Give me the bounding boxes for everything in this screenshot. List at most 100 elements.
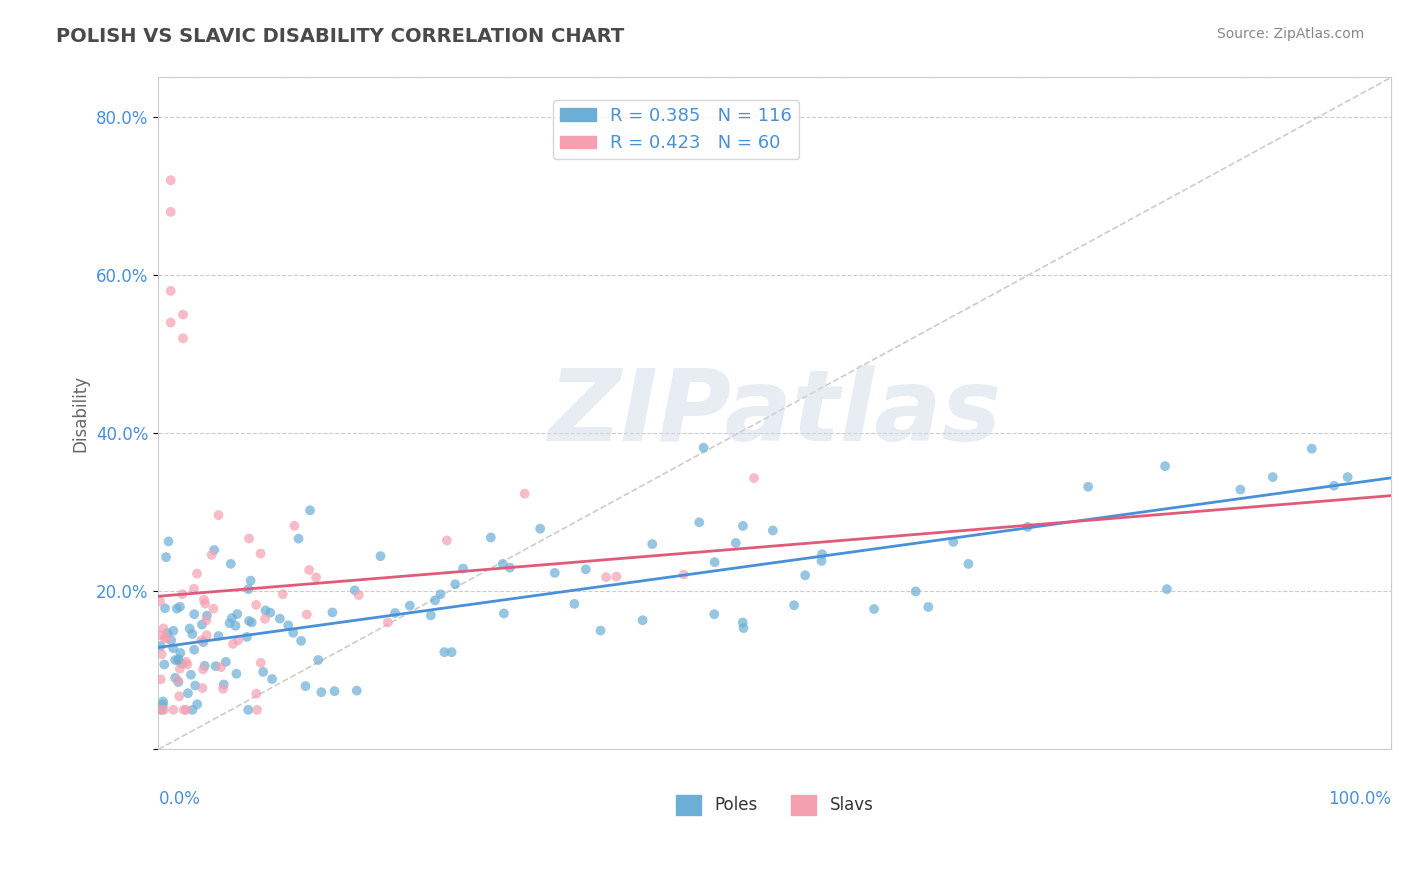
- Point: [1229, 483, 1251, 497]
- Point: [179, 622, 201, 636]
- Point: [499, 560, 522, 574]
- Point: [169, 599, 191, 614]
- Point: [181, 627, 204, 641]
- Point: [724, 536, 747, 550]
- Point: [240, 615, 263, 630]
- Point: [277, 618, 299, 632]
- Point: [1261, 470, 1284, 484]
- Point: [451, 561, 474, 575]
- Point: [222, 637, 245, 651]
- Point: [149, 639, 172, 653]
- Point: [731, 519, 754, 533]
- Point: [305, 570, 328, 584]
- Point: [219, 557, 242, 571]
- Point: [165, 653, 187, 667]
- Point: [186, 698, 208, 712]
- Point: [149, 673, 172, 687]
- Point: [167, 675, 190, 690]
- Point: [249, 547, 271, 561]
- Point: [172, 587, 194, 601]
- Point: [162, 641, 184, 656]
- Point: [731, 615, 754, 630]
- Point: [262, 672, 284, 686]
- Point: [703, 555, 725, 569]
- Point: [156, 626, 179, 640]
- Point: [155, 550, 177, 565]
- Point: [167, 690, 190, 704]
- Point: [191, 681, 214, 695]
- Point: [252, 665, 274, 679]
- Point: [246, 703, 269, 717]
- Point: [299, 503, 322, 517]
- Point: [295, 607, 318, 622]
- Text: Source: ZipAtlas.com: Source: ZipAtlas.com: [1216, 27, 1364, 41]
- Point: [173, 703, 195, 717]
- Point: [742, 471, 765, 485]
- Point: [152, 694, 174, 708]
- Point: [156, 632, 179, 646]
- Point: [811, 547, 834, 561]
- Point: [162, 703, 184, 717]
- Y-axis label: Disability: Disability: [72, 375, 89, 452]
- Point: [170, 657, 193, 671]
- Point: [193, 662, 215, 676]
- Point: [207, 508, 229, 522]
- Point: [159, 173, 181, 187]
- Point: [904, 584, 927, 599]
- Point: [167, 652, 190, 666]
- Point: [492, 607, 515, 621]
- Point: [863, 602, 886, 616]
- Point: [172, 331, 194, 345]
- Legend: Poles, Slavs: Poles, Slavs: [669, 788, 880, 822]
- Point: [575, 562, 598, 576]
- Point: [433, 645, 456, 659]
- Point: [283, 518, 305, 533]
- Point: [202, 543, 225, 558]
- Point: [195, 608, 218, 623]
- Point: [226, 607, 249, 621]
- Point: [221, 611, 243, 625]
- Point: [172, 308, 194, 322]
- Point: [384, 606, 406, 620]
- Point: [186, 566, 208, 581]
- Point: [177, 686, 200, 700]
- Point: [190, 633, 212, 648]
- Point: [202, 601, 225, 615]
- Point: [169, 646, 191, 660]
- Point: [436, 533, 458, 548]
- Point: [370, 549, 392, 563]
- Point: [236, 630, 259, 644]
- Point: [167, 653, 190, 667]
- Point: [254, 603, 277, 617]
- Point: [1156, 582, 1178, 596]
- Point: [193, 592, 215, 607]
- Point: [544, 566, 567, 580]
- Point: [153, 631, 176, 645]
- Point: [294, 679, 316, 693]
- Point: [166, 601, 188, 615]
- Point: [195, 613, 218, 627]
- Point: [149, 703, 172, 717]
- Point: [957, 557, 980, 571]
- Point: [283, 625, 305, 640]
- Point: [212, 681, 235, 696]
- Point: [271, 587, 294, 601]
- Point: [343, 583, 366, 598]
- Point: [150, 703, 173, 717]
- Point: [153, 601, 176, 615]
- Text: ZIPatlas: ZIPatlas: [548, 365, 1001, 462]
- Point: [218, 616, 240, 631]
- Point: [444, 577, 467, 591]
- Point: [692, 441, 714, 455]
- Point: [153, 657, 176, 672]
- Point: [160, 633, 183, 648]
- Point: [917, 599, 939, 614]
- Point: [207, 629, 229, 643]
- Point: [239, 574, 262, 588]
- Point: [245, 598, 267, 612]
- Point: [169, 662, 191, 676]
- Point: [419, 608, 441, 623]
- Point: [238, 614, 260, 628]
- Point: [191, 617, 214, 632]
- Point: [398, 599, 420, 613]
